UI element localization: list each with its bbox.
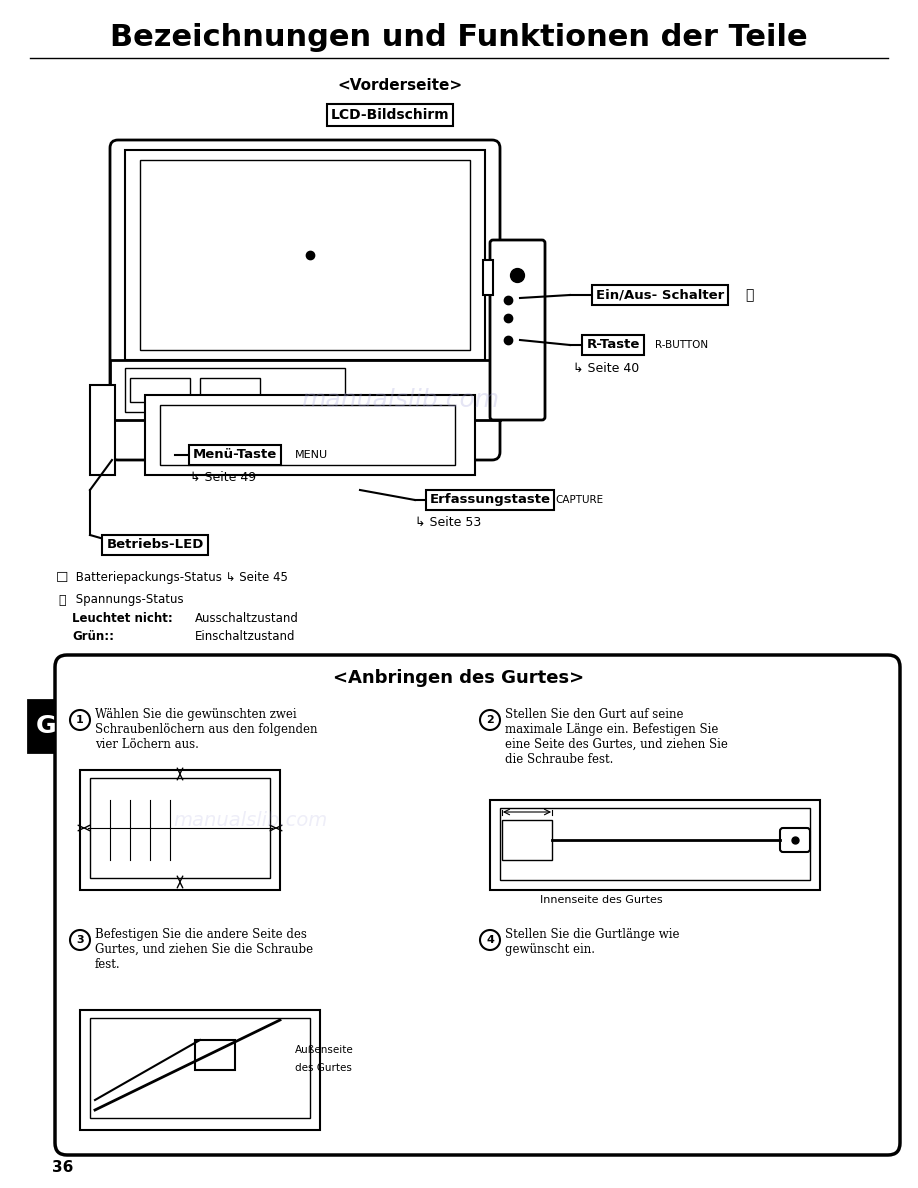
- Text: 2: 2: [487, 715, 494, 725]
- Text: manualslib.com: manualslib.com: [173, 810, 327, 829]
- Text: R-BUTTON: R-BUTTON: [655, 340, 708, 350]
- Bar: [130, 378, 190, 402]
- Text: Stellen Sie die Gurtlänge wie
gewünscht ein.: Stellen Sie die Gurtlänge wie gewünscht …: [505, 928, 679, 956]
- Text: Ausschaltzustand: Ausschaltzustand: [195, 613, 299, 626]
- Bar: [500, 808, 810, 880]
- Text: MENU: MENU: [295, 450, 328, 460]
- Text: Erfassungstaste: Erfassungstaste: [430, 493, 551, 506]
- Text: Menü-Taste: Menü-Taste: [193, 449, 277, 461]
- Text: Batteriepackungs-Status ↳ Seite 45: Batteriepackungs-Status ↳ Seite 45: [72, 571, 288, 584]
- Bar: [80, 770, 280, 890]
- Text: Leuchtet nicht:: Leuchtet nicht:: [72, 613, 173, 626]
- Text: <Anbringen des Gurtes>: <Anbringen des Gurtes>: [333, 669, 585, 687]
- Bar: [160, 405, 455, 465]
- Text: Grün::: Grün::: [72, 631, 114, 644]
- Text: Befestigen Sie die andere Seite des
Gurtes, und ziehen Sie die Schraube
fest.: Befestigen Sie die andere Seite des Gurt…: [95, 928, 313, 971]
- Bar: [90, 778, 270, 878]
- Bar: [490, 800, 820, 890]
- Text: 1: 1: [76, 715, 84, 725]
- Text: ↳ Seite 40: ↳ Seite 40: [573, 361, 639, 374]
- Text: 36: 36: [52, 1161, 73, 1175]
- Text: ↳ Seite 53: ↳ Seite 53: [415, 516, 481, 529]
- Bar: [28, 700, 64, 752]
- Bar: [145, 394, 475, 475]
- Text: ☐: ☐: [56, 571, 68, 584]
- Text: Einschaltzustand: Einschaltzustand: [195, 631, 296, 644]
- Text: Betriebs-LED: Betriebs-LED: [106, 538, 204, 551]
- Bar: [200, 378, 260, 402]
- Bar: [110, 360, 500, 421]
- Text: Stellen Sie den Gurt auf seine
maximale Länge ein. Befestigen Sie
eine Seite des: Stellen Sie den Gurt auf seine maximale …: [505, 708, 728, 766]
- Text: CAPTURE: CAPTURE: [555, 495, 603, 505]
- Text: Ein/Aus- Schalter: Ein/Aus- Schalter: [596, 289, 724, 302]
- FancyBboxPatch shape: [55, 655, 900, 1155]
- Text: LCD-Bildschirm: LCD-Bildschirm: [330, 108, 449, 122]
- Text: des Gurtes: des Gurtes: [295, 1063, 352, 1073]
- Text: 3: 3: [76, 935, 84, 944]
- Text: Außenseite: Außenseite: [295, 1045, 353, 1055]
- Bar: [125, 150, 485, 360]
- Text: manualslib.com: manualslib.com: [301, 388, 499, 412]
- Bar: [483, 260, 493, 295]
- Bar: [195, 1040, 235, 1070]
- FancyBboxPatch shape: [490, 240, 545, 421]
- Bar: [140, 160, 470, 350]
- FancyBboxPatch shape: [780, 828, 810, 852]
- FancyBboxPatch shape: [110, 140, 500, 460]
- Bar: [125, 368, 345, 412]
- Bar: [90, 1018, 310, 1118]
- Text: G: G: [36, 714, 56, 738]
- Bar: [80, 1010, 320, 1130]
- Text: <Vorderseite>: <Vorderseite>: [338, 77, 463, 93]
- Bar: [502, 820, 552, 860]
- Text: Wählen Sie die gewünschten zwei
Schraubenlöchern aus den folgenden
vier Löchern : Wählen Sie die gewünschten zwei Schraube…: [95, 708, 318, 751]
- Text: ⓘ: ⓘ: [58, 594, 66, 607]
- Text: R-Taste: R-Taste: [587, 339, 640, 352]
- Text: 4: 4: [486, 935, 494, 944]
- Text: Bezeichnungen und Funktionen der Teile: Bezeichnungen und Funktionen der Teile: [110, 24, 808, 52]
- Text: ↳ Seite 49: ↳ Seite 49: [190, 470, 256, 484]
- Text: ⏻: ⏻: [745, 287, 754, 302]
- Text: Innenseite des Gurtes: Innenseite des Gurtes: [540, 895, 663, 905]
- Bar: [90, 385, 115, 475]
- Text: Spannungs-Status: Spannungs-Status: [72, 594, 184, 607]
